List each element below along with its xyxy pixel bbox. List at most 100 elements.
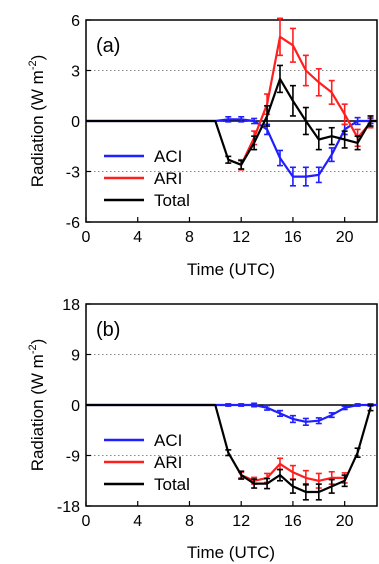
x-tick-label: 0 — [82, 229, 91, 246]
x-tick-label: 12 — [232, 229, 250, 246]
error-bar — [328, 79, 335, 105]
legend-item-total: Total — [104, 191, 190, 210]
x-tick-label: 20 — [336, 513, 354, 530]
series-total — [86, 403, 374, 501]
error-bar — [354, 116, 361, 126]
error-bar — [289, 84, 296, 117]
error-bar — [251, 478, 258, 489]
legend: ACI ARI Total — [104, 147, 190, 210]
panel-a: 0 4 8 12 16 20 -6 -3 0 3 6 (a) Time (UTC) Radiatio… — [27, 13, 378, 279]
error-bar — [264, 404, 271, 411]
y-axis-title-sup: -2 — [27, 344, 39, 354]
error-bar — [277, 17, 283, 57]
legend-item-aci: ACI — [104, 431, 182, 450]
legend-label: ACI — [154, 147, 182, 166]
error-bar — [264, 477, 271, 490]
legend-label: ARI — [154, 169, 182, 188]
x-tick-label: 16 — [284, 513, 302, 530]
series-aci — [86, 402, 377, 427]
panel-b: 0 4 8 12 16 20 -18 -9 0 9 18 (b) Time (UTC) Radiat… — [27, 297, 378, 562]
legend-label: ARI — [154, 453, 182, 472]
error-bar — [277, 64, 283, 94]
error-bar — [225, 449, 232, 457]
y-tick-label: 0 — [71, 114, 80, 131]
error-bar — [341, 474, 348, 488]
y-tick-label: -6 — [66, 215, 80, 232]
error-bar — [238, 159, 245, 170]
y-axis-title-main: Radiation (W m — [28, 70, 47, 187]
y-axis-title-close: ) — [28, 339, 47, 345]
error-bar — [367, 404, 374, 412]
error-bar — [302, 54, 309, 87]
error-bar — [225, 155, 232, 164]
y-tick-label: 18 — [62, 297, 80, 314]
x-tick-label: 8 — [185, 513, 194, 530]
y-tick-label: 0 — [71, 398, 80, 415]
error-bar — [238, 403, 245, 407]
error-bar — [354, 447, 361, 458]
error-bar — [302, 106, 309, 136]
error-bar — [341, 103, 348, 126]
y-tick-label: 9 — [71, 348, 80, 365]
error-bar — [225, 115, 232, 123]
error-bar — [302, 417, 309, 427]
x-tick-label: 16 — [284, 229, 302, 246]
error-bar — [315, 68, 322, 97]
legend-item-ari: ARI — [104, 169, 182, 188]
error-bar — [315, 166, 322, 184]
series-ari — [238, 457, 348, 489]
error-bar — [328, 126, 335, 146]
error-bar — [264, 105, 271, 127]
error-bar — [315, 483, 322, 501]
series-line — [86, 403, 372, 494]
x-tick-label: 20 — [336, 229, 354, 246]
x-tick-label: 12 — [232, 513, 250, 530]
x-tick-label: 4 — [133, 513, 142, 530]
error-bar — [315, 128, 322, 151]
error-bar — [341, 130, 348, 149]
error-bar — [367, 115, 374, 127]
legend-label: Total — [154, 475, 190, 494]
error-bar — [289, 27, 296, 63]
legend-item-ari: ARI — [104, 453, 182, 472]
legend-item-total: Total — [104, 475, 190, 494]
y-tick-label: -18 — [57, 499, 80, 516]
error-bar — [277, 457, 283, 471]
y-axis-title-close: ) — [28, 55, 47, 61]
error-bar — [251, 117, 258, 125]
series-layer — [86, 17, 377, 187]
error-bar — [225, 403, 232, 407]
error-bar — [277, 149, 283, 167]
y-axis-title: Radiation (W m-2) — [27, 55, 47, 188]
error-bar — [354, 135, 361, 151]
error-bar — [238, 115, 245, 123]
series-ari — [238, 17, 374, 171]
series-total — [86, 64, 377, 170]
error-bar — [302, 166, 309, 187]
grid-lines — [86, 70, 377, 172]
error-bar — [328, 412, 335, 419]
panel-label: (b) — [96, 319, 120, 341]
y-tick-label: -9 — [66, 449, 80, 466]
ticks-layer: 0 4 8 12 16 20 -6 -3 0 3 6 — [66, 13, 354, 246]
x-tick-label: 0 — [82, 513, 91, 530]
y-axis-title-sup: -2 — [27, 60, 39, 70]
error-bar — [238, 470, 245, 480]
legend-label: ACI — [154, 431, 182, 450]
y-tick-label: 6 — [71, 13, 80, 30]
y-tick-label: 3 — [71, 64, 80, 81]
ticks-layer: 0 4 8 12 16 20 -18 -9 0 9 18 — [57, 297, 354, 530]
legend-item-aci: ACI — [104, 147, 182, 166]
error-bar — [354, 403, 361, 407]
panel-label: (a) — [96, 35, 120, 57]
x-axis-title: Time (UTC) — [187, 260, 275, 279]
x-axis-title: Time (UTC) — [187, 543, 275, 562]
series-layer — [86, 402, 377, 501]
error-bar — [315, 417, 322, 425]
error-bar — [277, 409, 283, 418]
error-bar — [277, 468, 283, 482]
error-bar — [328, 147, 335, 163]
error-bar — [328, 478, 335, 494]
y-axis-title-main: Radiation (W m — [28, 354, 47, 471]
